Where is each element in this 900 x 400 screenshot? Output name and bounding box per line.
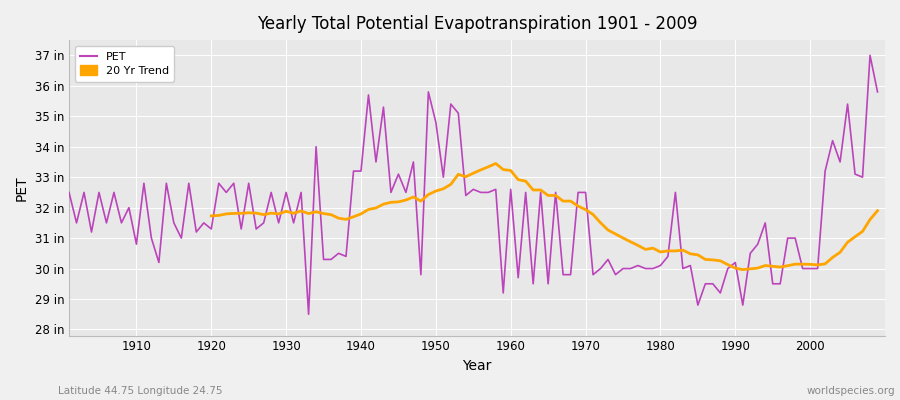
Text: Latitude 44.75 Longitude 24.75: Latitude 44.75 Longitude 24.75 [58, 386, 223, 396]
Title: Yearly Total Potential Evapotranspiration 1901 - 2009: Yearly Total Potential Evapotranspiratio… [256, 15, 698, 33]
X-axis label: Year: Year [463, 359, 491, 373]
Y-axis label: PET: PET [15, 175, 29, 201]
Text: worldspecies.org: worldspecies.org [807, 386, 896, 396]
Legend: PET, 20 Yr Trend: PET, 20 Yr Trend [75, 46, 175, 82]
